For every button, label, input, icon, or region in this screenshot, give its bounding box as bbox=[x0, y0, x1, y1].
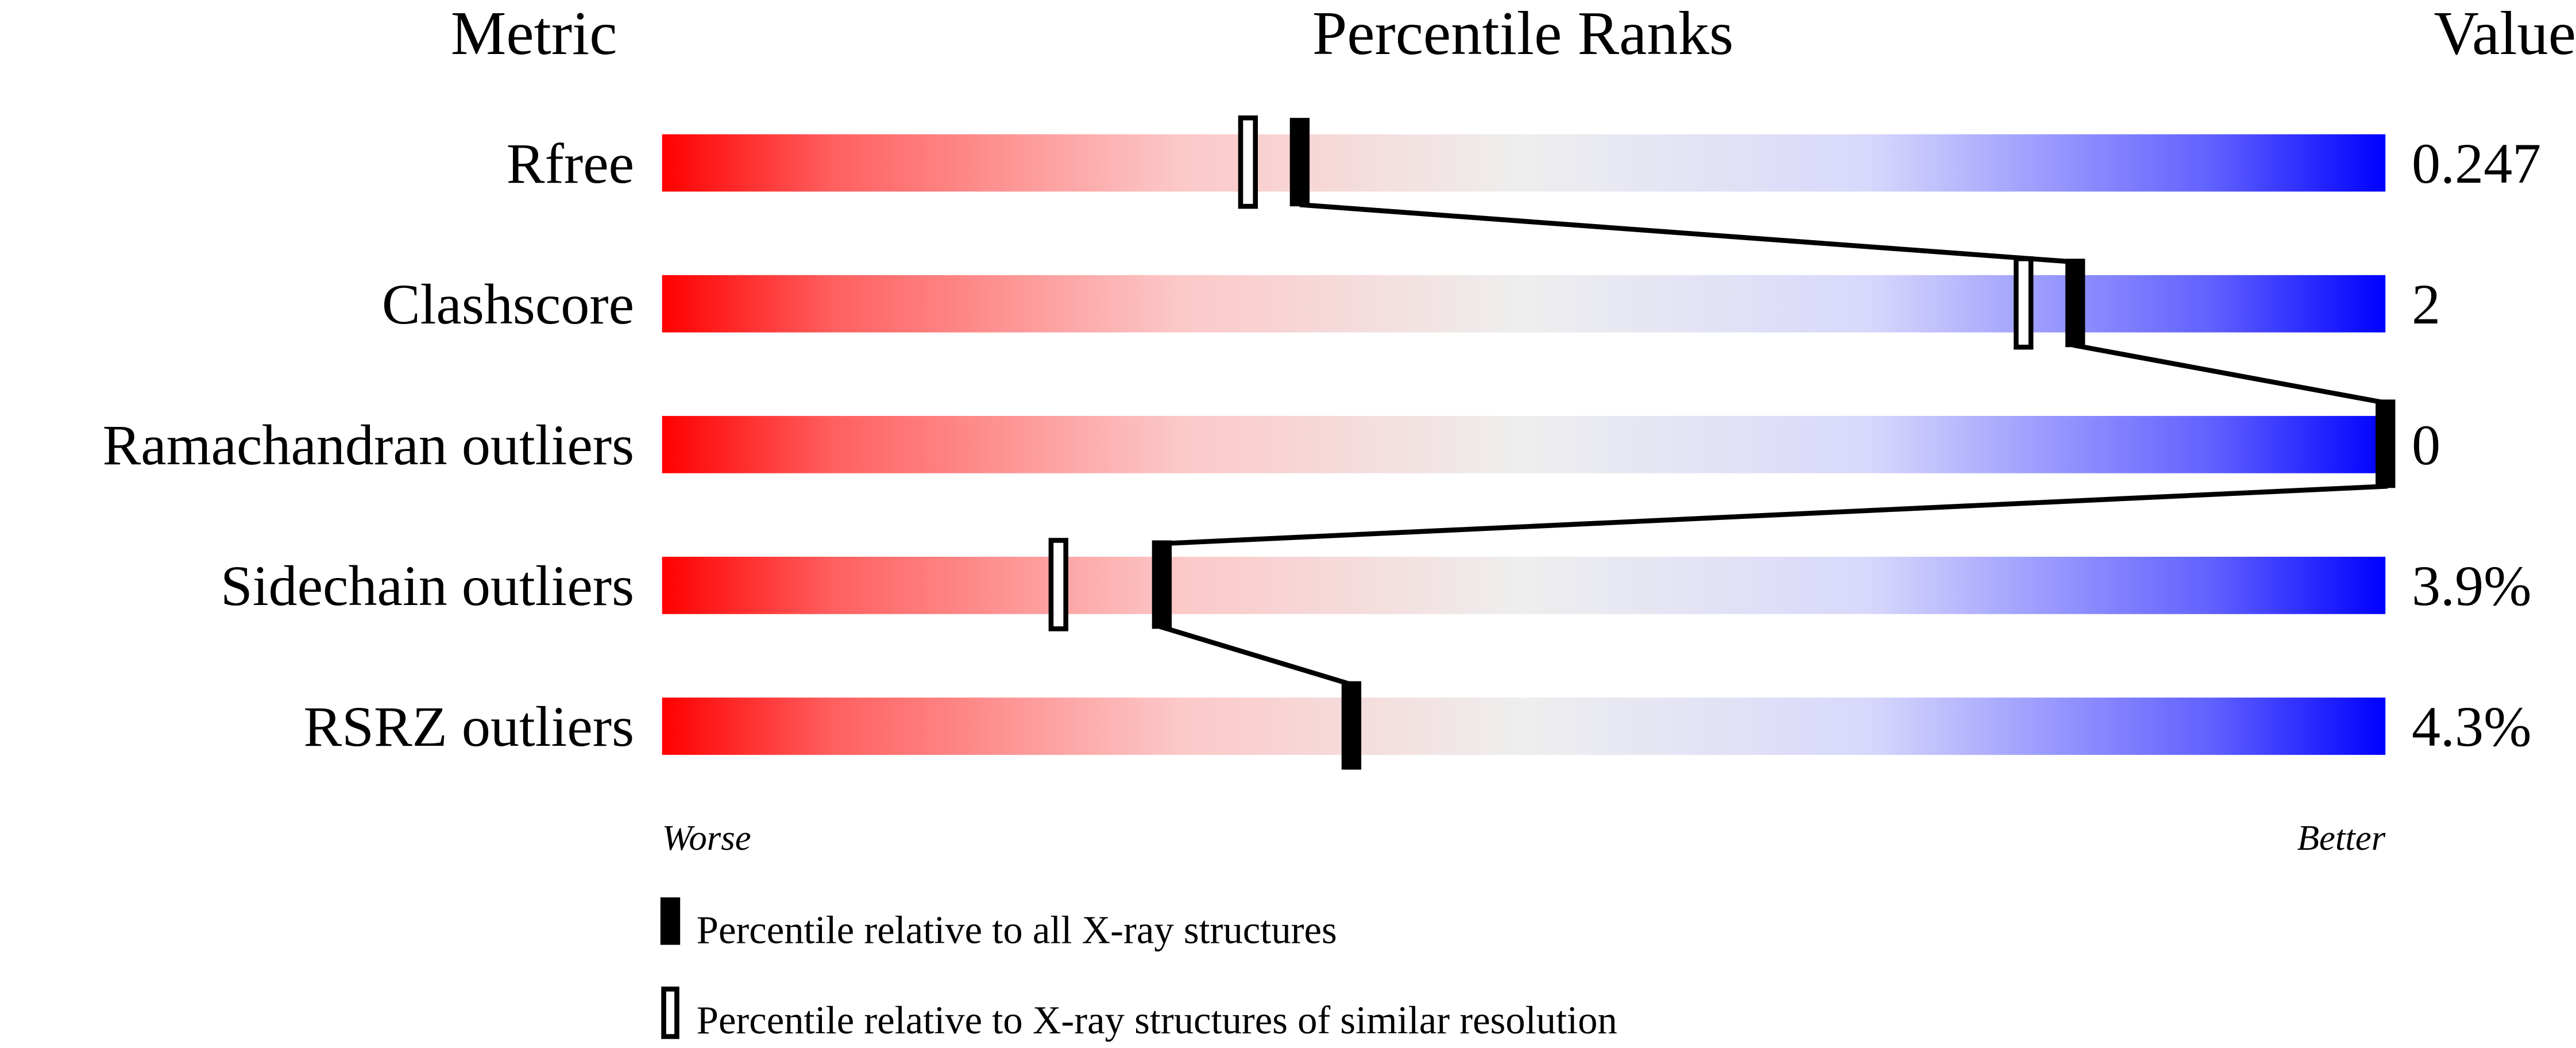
marker-all-rsrz-outliers bbox=[1341, 681, 1362, 770]
value-clashscore: 2 bbox=[2412, 272, 2440, 336]
marker-all-clashscore bbox=[2065, 259, 2085, 348]
bar-rfree bbox=[662, 134, 2386, 192]
header-percentile-ranks: Percentile Ranks bbox=[1312, 0, 1733, 68]
header-metric: Metric bbox=[451, 0, 617, 68]
metric-label-clashscore: Clashscore bbox=[382, 272, 634, 336]
marker-all-sidechain-outliers bbox=[1152, 540, 1172, 629]
value-rfree: 0.247 bbox=[2412, 132, 2541, 195]
value-ramachandran-outliers: 0 bbox=[2412, 413, 2440, 477]
marker-similar-rfree bbox=[1238, 115, 1258, 209]
axis-label-better: Better bbox=[2297, 818, 2385, 858]
value-sidechain-outliers: 3.9% bbox=[2412, 554, 2532, 618]
axis-label-worse: Worse bbox=[662, 818, 751, 858]
marker-similar-sidechain-outliers bbox=[1048, 538, 1068, 631]
legend-filled-marker bbox=[660, 897, 681, 945]
metric-label-rfree: Rfree bbox=[507, 132, 634, 195]
bar-clashscore bbox=[662, 275, 2386, 333]
legend-all: Percentile relative to all X-ray structu… bbox=[697, 908, 1337, 952]
header-value: Value bbox=[2434, 0, 2576, 68]
metric-label-sidechain-outliers: Sidechain outliers bbox=[221, 554, 634, 618]
bar-ramachandran-outliers bbox=[662, 415, 2386, 473]
metric-label-ramachandran-outliers: Ramachandran outliers bbox=[102, 413, 634, 477]
legend-similar: Percentile relative to X-ray structures … bbox=[697, 998, 1617, 1042]
legend-open-marker bbox=[661, 987, 679, 1039]
value-rsrz-outliers: 4.3% bbox=[2412, 695, 2532, 758]
bar-sidechain-outliers bbox=[662, 557, 2386, 614]
marker-similar-clashscore bbox=[2013, 256, 2034, 350]
marker-all-rfree bbox=[1289, 118, 1310, 207]
metric-label-rsrz-outliers: RSRZ outliers bbox=[303, 695, 634, 758]
marker-all-ramachandran-outliers bbox=[2376, 399, 2396, 488]
bar-rsrz-outliers bbox=[662, 698, 2386, 755]
